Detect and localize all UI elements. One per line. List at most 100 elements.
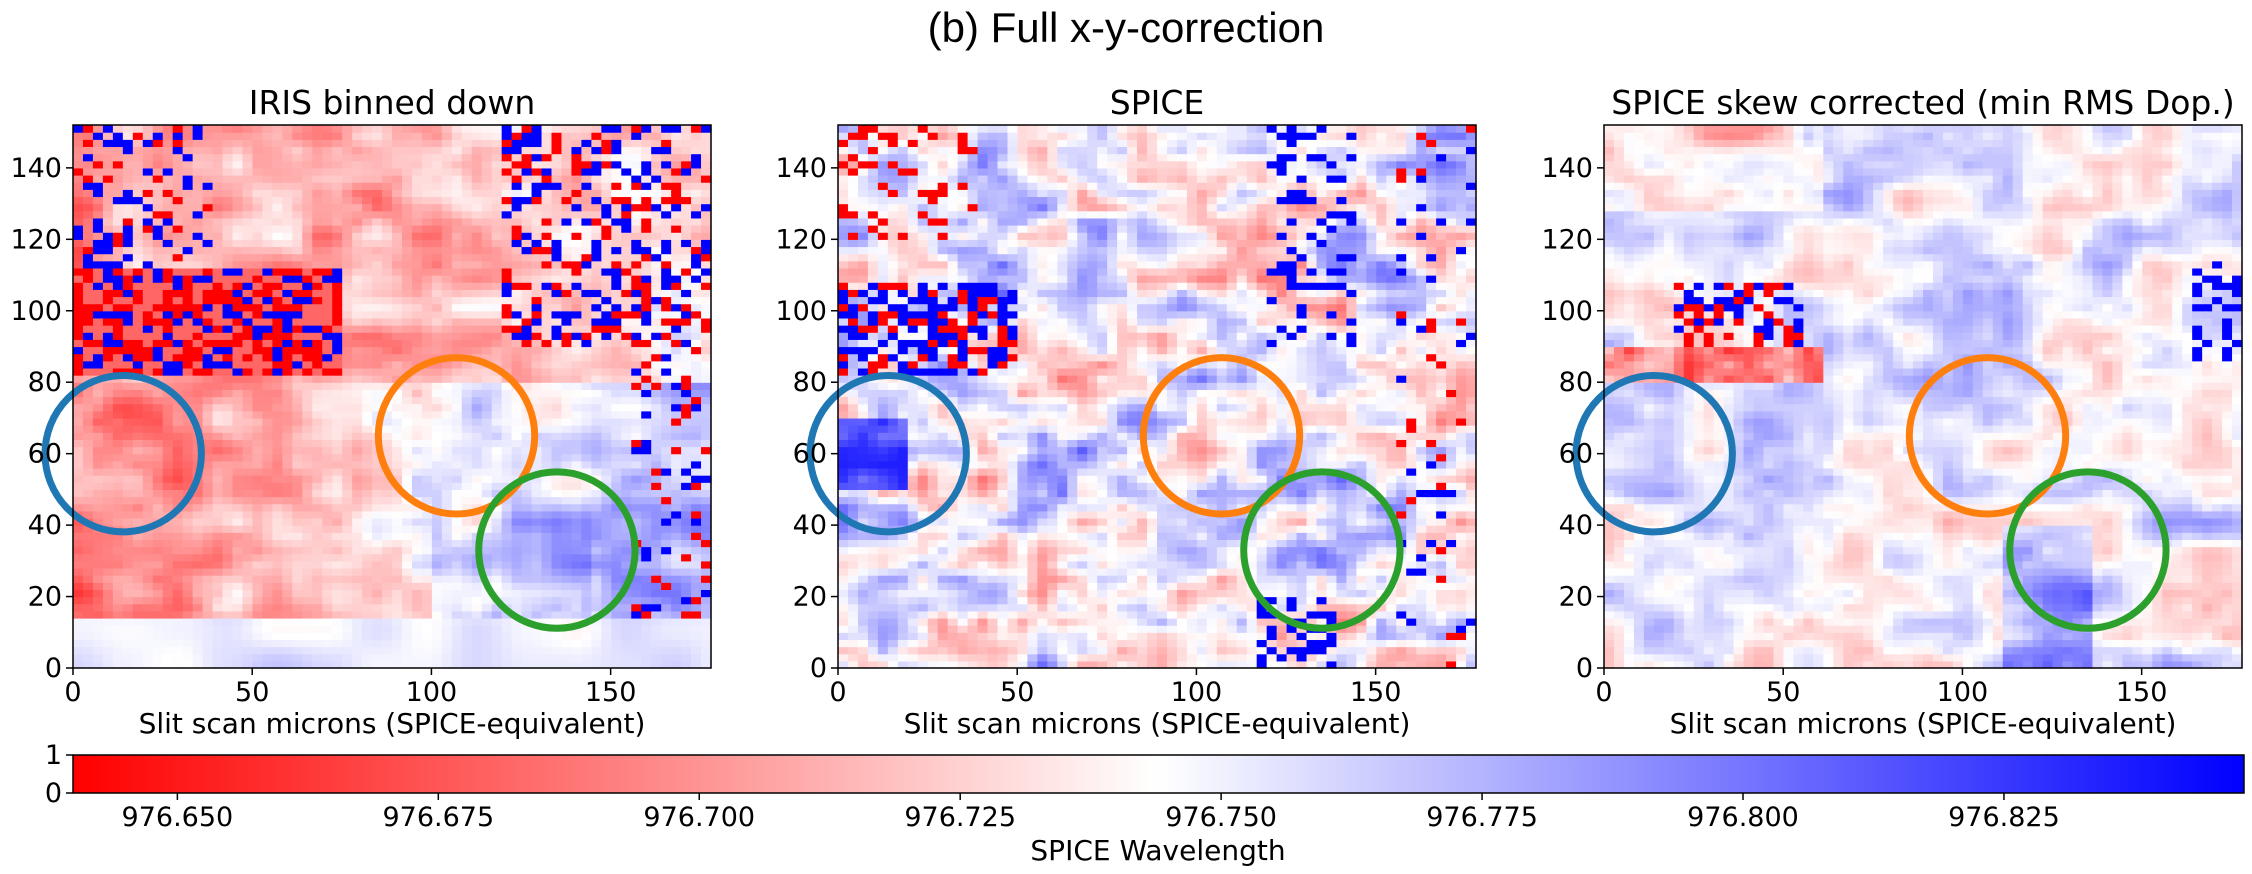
heatmap-cell: [292, 310, 303, 319]
heatmap-cell: [312, 196, 323, 205]
heatmap-cell: [411, 553, 423, 562]
heatmap-cell: [451, 382, 463, 390]
heatmap-cell: [421, 575, 433, 583]
heatmap-cell: [152, 232, 164, 240]
heatmap-cell: [122, 146, 134, 155]
heatmap-cell: [302, 432, 313, 440]
heatmap-cell: [73, 467, 84, 476]
heatmap-cell: [701, 246, 712, 255]
heatmap-cell: [192, 167, 204, 176]
heatmap-cell: [451, 375, 463, 383]
heatmap-cell: [431, 389, 443, 398]
heatmap-cell: [411, 189, 423, 198]
heatmap-cell: [561, 217, 573, 226]
heatmap-cell: [73, 403, 84, 412]
heatmap-cell: [651, 496, 662, 505]
heatmap-cell: [431, 560, 443, 569]
heatmap-cell: [631, 332, 642, 340]
heatmap-cell: [481, 160, 493, 169]
heatmap-cell: [332, 460, 343, 469]
heatmap-cell: [73, 210, 84, 219]
heatmap-cell: [591, 439, 602, 448]
heatmap-cell: [92, 246, 104, 255]
heatmap-cell: [661, 589, 672, 598]
heatmap-cell: [282, 546, 293, 555]
heatmap-cell: [392, 517, 403, 526]
heatmap-cell: [222, 396, 234, 405]
heatmap-cell: [92, 367, 104, 376]
heatmap-cell: [92, 303, 104, 312]
heatmap-cell: [691, 567, 702, 576]
heatmap-cell: [342, 617, 353, 626]
heatmap-cell: [262, 317, 273, 326]
heatmap-cell: [392, 160, 403, 169]
heatmap-cell: [621, 367, 632, 376]
heatmap-cell: [212, 225, 224, 233]
heatmap-cell: [162, 196, 174, 205]
heatmap-cell: [162, 553, 174, 562]
heatmap-cell: [601, 446, 612, 455]
heatmap-cell: [701, 539, 712, 548]
heatmap-cell: [142, 467, 154, 476]
heatmap-cell: [511, 217, 523, 226]
heatmap-cell: [212, 325, 224, 333]
heatmap-cell: [242, 382, 254, 390]
heatmap-cell: [92, 567, 104, 576]
heatmap-cell: [152, 410, 164, 419]
heatmap-cell: [192, 246, 204, 255]
heatmap-cell: [511, 317, 523, 326]
heatmap-cell: [401, 403, 413, 412]
heatmap-cell: [382, 360, 393, 369]
heatmap-cell: [152, 425, 164, 433]
heatmap-cell: [242, 296, 254, 305]
heatmap-cell: [242, 525, 254, 533]
heatmap-cell: [541, 196, 553, 205]
heatmap-cell: [431, 589, 443, 598]
heatmap-cell: [581, 603, 592, 612]
heatmap-cell: [461, 582, 473, 590]
heatmap-cell: [661, 332, 672, 340]
heatmap-cell: [112, 382, 124, 390]
heatmap-cell: [172, 453, 184, 462]
heatmap-cell: [421, 496, 433, 505]
heatmap-cell: [531, 382, 543, 390]
heatmap-cell: [122, 510, 134, 519]
heatmap-cell: [451, 582, 463, 590]
heatmap-cell: [651, 596, 662, 605]
heatmap-cell: [342, 396, 353, 405]
heatmap-cell: [1137, 653, 1148, 662]
heatmap-cell: [611, 453, 622, 462]
heatmap-cell: [222, 139, 234, 148]
heatmap-cell: [671, 139, 682, 148]
heatmap-cell: [382, 382, 393, 390]
heatmap-cell: [1296, 660, 1308, 669]
heatmap-cell: [641, 510, 652, 519]
heatmap-cell: [122, 189, 134, 198]
heatmap-cell: [262, 260, 273, 269]
heatmap-cell: [591, 289, 602, 298]
heatmap-cell: [471, 646, 483, 655]
heatmap-cell: [262, 325, 273, 333]
heatmap-cell: [132, 482, 144, 490]
heatmap-cell: [302, 196, 313, 205]
heatmap-cell: [701, 553, 712, 562]
heatmap-cell: [441, 282, 453, 290]
heatmap-cell: [551, 196, 563, 205]
heatmap-cell: [681, 153, 692, 162]
heatmap-cell: [262, 425, 273, 433]
heatmap-cell: [451, 160, 463, 169]
heatmap-cell: [152, 360, 164, 369]
heatmap-cell: [152, 296, 164, 305]
heatmap-cell: [282, 425, 293, 433]
heatmap-cell: [511, 260, 523, 269]
heatmap-cell: [461, 453, 473, 462]
heatmap-cell: [511, 546, 523, 555]
heatmap-cell: [1057, 660, 1068, 669]
heatmap-cell: [112, 589, 124, 598]
heatmap-cell: [651, 367, 662, 376]
heatmap-cell: [531, 132, 543, 140]
heatmap-cell: [511, 282, 523, 290]
heatmap-cell: [491, 632, 503, 641]
heatmap-cell: [481, 425, 493, 433]
heatmap-cell: [272, 646, 283, 655]
